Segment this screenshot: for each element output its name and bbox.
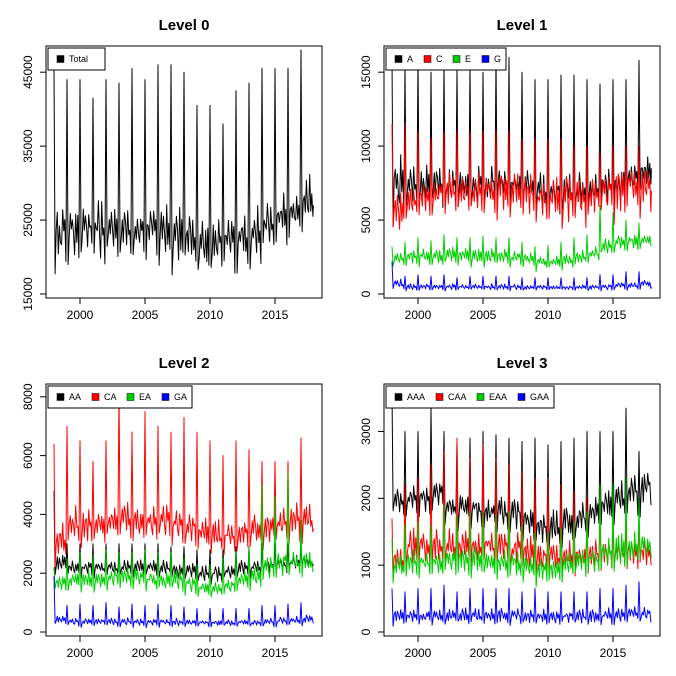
legend-swatch-c	[423, 55, 432, 63]
x-tick-label: 2015	[600, 308, 627, 322]
panel-title: Level 3	[497, 355, 548, 372]
y-axis: 0 2000 4000 6000 8000	[21, 383, 47, 635]
legend-label-ga: GA	[174, 392, 187, 402]
y-tick-label: 0	[359, 290, 373, 297]
x-tick-label: 2010	[535, 646, 562, 660]
series-line-ga	[53, 576, 314, 629]
legend-box	[47, 47, 106, 71]
series-layer	[53, 387, 314, 629]
legend-swatch-g	[481, 55, 490, 63]
x-tick-label: 2015	[262, 308, 289, 322]
x-tick-label: 2005	[470, 646, 497, 660]
legend-label-ea: EA	[139, 392, 151, 402]
series-line-e	[391, 204, 652, 273]
legend-swatch-ca	[91, 393, 100, 401]
y-tick-label: 35000	[21, 129, 35, 163]
panel-title: Level 1	[497, 17, 548, 34]
y-tick-label: 4000	[21, 501, 35, 528]
legend-box	[385, 385, 555, 409]
y-tick-label: 6000	[21, 442, 35, 469]
legend: Total	[47, 47, 106, 71]
x-tick-label: 2015	[262, 646, 289, 660]
legend-swatch-e	[452, 55, 461, 63]
legend-label-ca: CA	[104, 392, 117, 402]
x-tick-label: 2005	[132, 646, 159, 660]
y-tick-label: 1000	[359, 551, 373, 578]
legend-label-gaa: GAA	[530, 392, 549, 402]
legend-label-eaa: EAA	[489, 392, 507, 402]
legend: AA CA EA GA	[47, 385, 193, 409]
series-layer	[53, 49, 314, 276]
y-axis: 0 5000 10000 15000	[359, 55, 385, 297]
legend-label-total: Total	[69, 54, 88, 64]
series-line-c	[391, 123, 652, 230]
legend-box	[47, 385, 193, 409]
legend-swatch-ga	[161, 393, 170, 401]
y-tick-label: 0	[359, 628, 373, 635]
x-axis: 2000 2005 2010 2015	[405, 297, 627, 322]
y-tick-label: 2000	[21, 560, 35, 587]
series-line-g	[391, 261, 652, 292]
legend-label-caa: CAA	[448, 392, 467, 402]
x-axis: 2000 2005 2010 2015	[405, 635, 627, 660]
legend-swatch-caa	[435, 393, 444, 401]
x-axis: 2000 2005 2010 2015	[67, 635, 289, 660]
legend: AAA CAA EAA GAA	[385, 385, 555, 409]
panel-title: Level 0	[159, 17, 210, 34]
legend-box	[385, 47, 507, 71]
legend-swatch-total	[56, 55, 65, 63]
y-tick-label: 5000	[359, 206, 373, 233]
series-line-total	[53, 49, 314, 276]
x-tick-label: 2000	[405, 308, 432, 322]
panel-title: Level 2	[159, 355, 210, 372]
legend-swatch-a	[394, 55, 403, 63]
x-tick-label: 2005	[132, 308, 159, 322]
x-tick-label: 2010	[535, 308, 562, 322]
panel-level-2: Level 2 2000 2005 2010 2015 0 2000 4000 6000 80…	[21, 355, 323, 660]
x-tick-label: 2010	[197, 646, 224, 660]
y-tick-label: 15000	[359, 55, 373, 89]
panel-level-1: Level 1 2000 2005 2010 2015 0 5000 10000 15000…	[359, 17, 661, 322]
y-axis: 0 1000 2000 3000	[359, 418, 385, 635]
series-line-ca	[53, 387, 314, 567]
series-line-gaa	[391, 581, 652, 627]
legend-label-a: A	[407, 54, 413, 64]
legend-swatch-aaa	[394, 393, 403, 401]
x-tick-label: 2010	[197, 308, 224, 322]
legend-label-c: C	[436, 54, 443, 64]
y-tick-label: 0	[21, 628, 35, 635]
series-layer	[391, 56, 652, 292]
legend-swatch-ea	[126, 393, 135, 401]
legend-swatch-aa	[56, 393, 65, 401]
x-tick-label: 2000	[67, 308, 94, 322]
legend-label-e: E	[465, 54, 471, 64]
y-tick-label: 15000	[21, 277, 35, 311]
legend-label-g: G	[494, 54, 501, 64]
y-tick-label: 10000	[359, 129, 373, 163]
y-tick-label: 2000	[359, 485, 373, 512]
series-line-aaa	[391, 391, 652, 551]
y-axis: 15000 25000 35000 45000	[21, 55, 47, 311]
x-axis: 2000 2005 2010 2015	[67, 297, 289, 322]
y-tick-label: 45000	[21, 55, 35, 89]
x-tick-label: 2005	[470, 308, 497, 322]
panel-level-0: Level 0 2000 2005 2010 2015 15000 25000 35000…	[21, 17, 323, 322]
series-layer	[391, 391, 652, 627]
x-tick-label: 2015	[600, 646, 627, 660]
x-tick-label: 2000	[67, 646, 94, 660]
y-tick-label: 25000	[21, 203, 35, 237]
legend-swatch-eaa	[476, 393, 485, 401]
series-line-ea	[53, 472, 314, 598]
legend-label-aaa: AAA	[407, 392, 425, 402]
legend-swatch-gaa	[517, 393, 526, 401]
y-tick-label: 8000	[21, 383, 35, 410]
legend-label-aa: AA	[69, 392, 81, 402]
x-tick-label: 2000	[405, 646, 432, 660]
series-line-eaa	[391, 477, 652, 588]
y-tick-label: 3000	[359, 418, 373, 445]
panel-level-3: Level 3 2000 2005 2010 2015 0 1000 2000 3000 A…	[359, 355, 661, 660]
